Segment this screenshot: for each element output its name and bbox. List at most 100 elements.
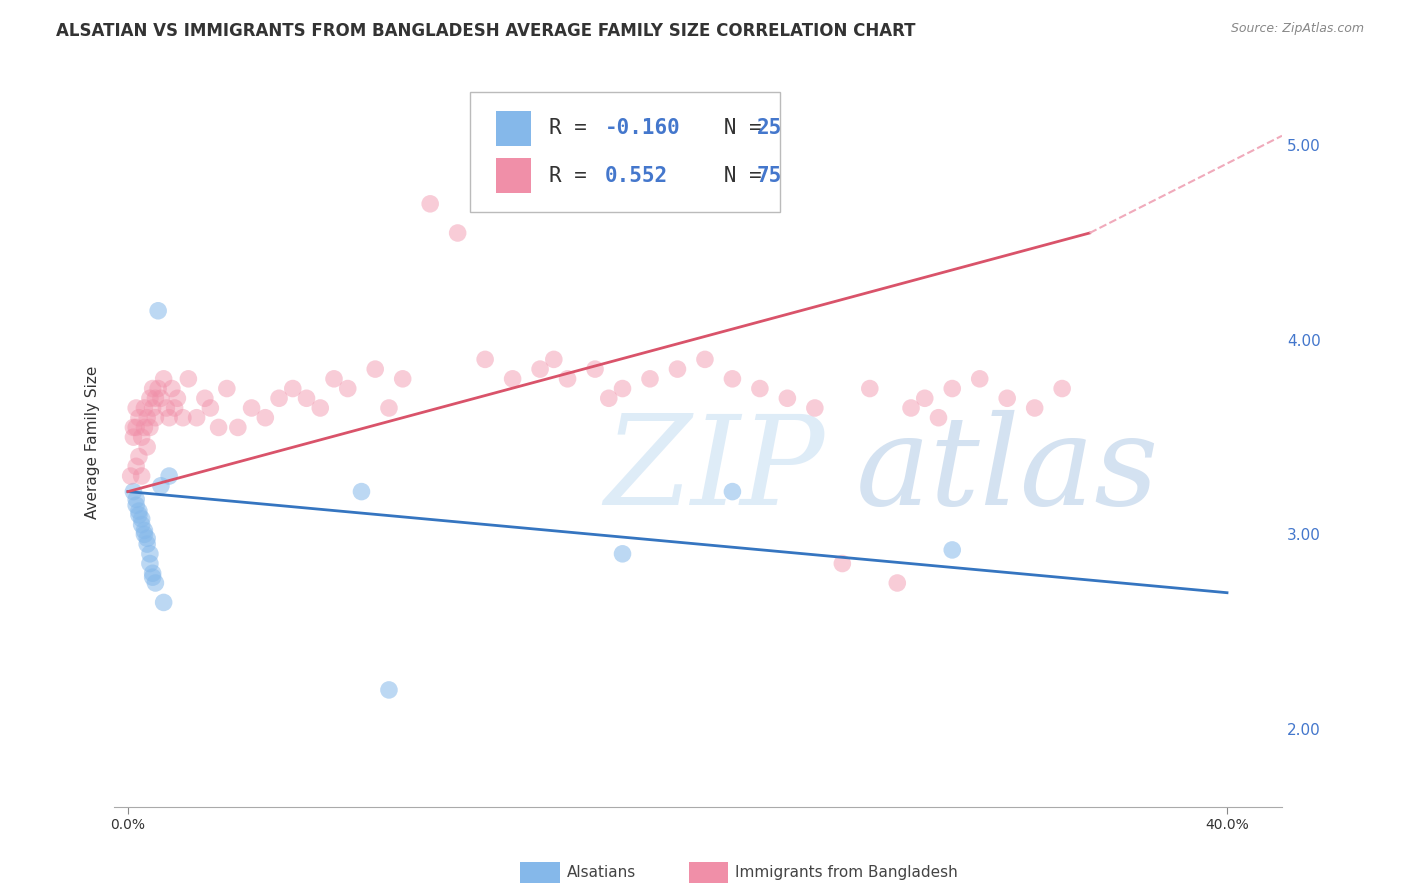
Point [391,372,413,386]
Point [125,401,148,415]
Point [145,576,167,591]
Point [529,362,551,376]
Point [900,401,922,415]
Point [131,430,153,444]
Point [152,372,174,386]
Point [139,557,162,571]
Point [160,382,183,396]
Point [543,352,565,367]
Point [776,391,799,405]
Point [941,382,963,396]
Point [804,401,827,415]
Point [446,226,468,240]
Point [666,362,689,376]
Point [157,410,180,425]
Point [693,352,716,367]
Text: 25: 25 [756,119,782,138]
Point [172,410,194,425]
Point [557,372,579,386]
Point [914,391,936,405]
Point [583,362,606,376]
Point [122,430,145,444]
Point [177,372,200,386]
Text: R =: R = [548,166,612,186]
Point [378,682,401,697]
Point [474,352,496,367]
Point [155,401,177,415]
Text: R =: R = [548,119,599,138]
Point [131,512,153,526]
Point [122,420,145,434]
Point [128,504,150,518]
Text: atlas: atlas [856,410,1159,532]
Point [125,420,148,434]
Text: ZIP: ZIP [605,410,825,532]
Point [145,391,167,405]
Point [142,570,165,584]
Point [145,410,167,425]
Point [254,410,277,425]
Point [859,382,882,396]
Point [186,410,208,425]
Point [502,372,524,386]
Text: N =: N = [686,119,775,138]
FancyBboxPatch shape [496,111,531,146]
Text: 0.552: 0.552 [605,166,668,186]
Point [128,410,150,425]
Text: N =: N = [686,166,775,186]
Point [309,401,332,415]
Point [927,410,949,425]
Point [139,391,162,405]
Point [378,401,401,415]
Point [163,401,186,415]
Point [1024,401,1046,415]
Point [831,557,853,571]
Y-axis label: Average Family Size: Average Family Size [86,366,100,519]
Point [146,382,169,396]
Point [364,362,387,376]
FancyBboxPatch shape [496,159,531,194]
Point [136,531,159,545]
Point [748,382,770,396]
Point [131,469,153,483]
Point [131,517,153,532]
Point [336,382,359,396]
Text: ALSATIAN VS IMMIGRANTS FROM BANGLADESH AVERAGE FAMILY SIZE CORRELATION CHART: ALSATIAN VS IMMIGRANTS FROM BANGLADESH A… [56,22,915,40]
Point [142,401,165,415]
Point [152,595,174,609]
Point [142,566,165,581]
Text: 75: 75 [756,166,782,186]
Point [134,401,156,415]
Point [612,382,634,396]
Point [142,382,165,396]
Point [721,372,744,386]
Point [240,401,263,415]
Point [128,450,150,464]
Point [146,303,169,318]
Point [419,197,441,211]
Point [323,372,346,386]
Point [612,547,634,561]
Point [136,537,159,551]
Text: Source: ZipAtlas.com: Source: ZipAtlas.com [1230,22,1364,36]
Point [638,372,661,386]
Point [969,372,991,386]
Point [166,391,188,405]
Point [128,508,150,522]
Text: Immigrants from Bangladesh: Immigrants from Bangladesh [735,865,957,880]
Point [267,391,290,405]
Point [207,420,229,434]
Point [295,391,318,405]
Point [226,420,249,434]
Point [598,391,620,405]
Point [120,469,142,483]
Point [149,391,172,405]
Point [139,420,162,434]
Point [995,391,1018,405]
Point [125,459,148,474]
Point [1050,382,1073,396]
Point [136,410,159,425]
Point [122,484,145,499]
Point [200,401,222,415]
Point [350,484,373,499]
